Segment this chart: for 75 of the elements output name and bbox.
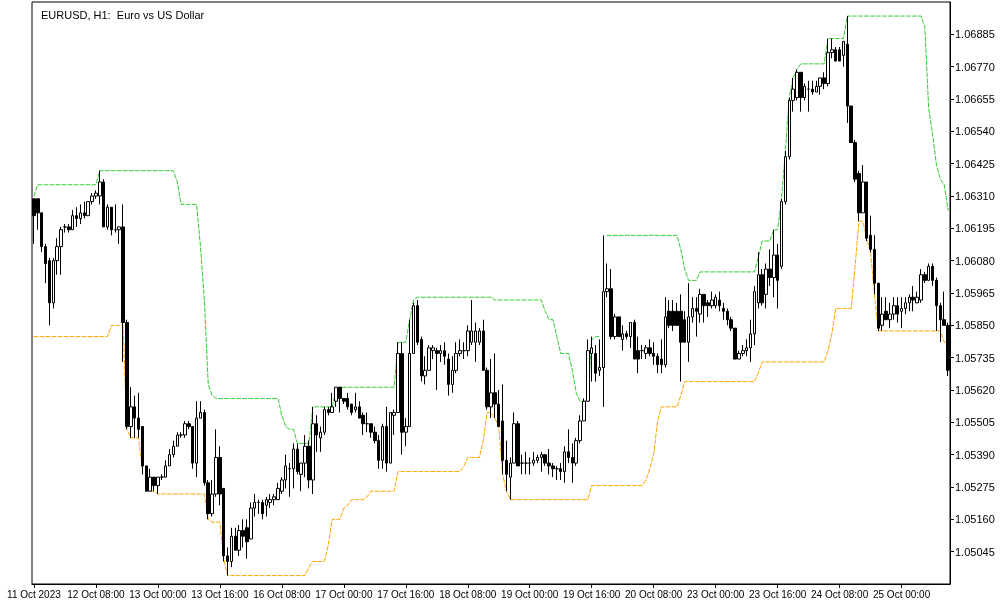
candlestick (826, 38, 830, 87)
x-tick-label: 11 Oct 2023 (7, 588, 62, 600)
candlestick (443, 341, 446, 366)
x-tick-label: 19 Oct 00:00 (501, 588, 559, 600)
y-tick-label: 1.06195 (955, 222, 995, 235)
y-tick-label: 1.05850 (955, 319, 995, 332)
candlestick (59, 226, 63, 276)
candlestick (400, 341, 404, 456)
candlestick (540, 451, 543, 473)
x-tick-label: 17 Oct 00:00 (315, 588, 373, 600)
candlestick (311, 406, 315, 495)
candlestick (447, 352, 450, 397)
candlestick (896, 296, 899, 324)
y-tick-label: 1.05965 (955, 287, 995, 299)
candlestick (346, 392, 349, 411)
candlestick (714, 293, 717, 309)
candlestick (602, 234, 605, 408)
candlestick (555, 465, 559, 481)
y-tick-label: 1.05735 (955, 351, 995, 364)
x-tick-label: 20 Oct 08:00 (625, 588, 683, 600)
x-tick-label: 18 Oct 08:00 (439, 588, 497, 600)
text: EURUSD, H1: Euro vs US Dollar (41, 8, 205, 21)
candlestick (265, 496, 268, 518)
y-tick-label: 1.05390 (955, 448, 995, 461)
candlestick (183, 420, 187, 439)
candlestick (156, 476, 160, 495)
candlestick (679, 293, 683, 383)
candlestick (722, 302, 725, 321)
y-tick-label: 1.06425 (955, 157, 995, 170)
y-tick-label: 1.05620 (955, 384, 995, 396)
candlestick (807, 80, 810, 113)
y-tick-label: 1.05045 (955, 545, 995, 558)
y-tick-label: 1.05505 (955, 416, 995, 429)
x-tick-label: 13 Oct 00:00 (129, 588, 187, 600)
candlestick (79, 203, 82, 225)
x-tick-label: 23 Oct 16:00 (749, 588, 807, 600)
y-tick-label: 1.06310 (955, 190, 995, 202)
x-tick-label: 13 Oct 16:00 (191, 588, 249, 600)
y-tick-label: 1.06655 (955, 93, 995, 105)
candlestick (110, 206, 113, 236)
candlestick (71, 209, 74, 231)
x-tick-label: 23 Oct 00:00 (687, 588, 745, 600)
candlestick (261, 499, 264, 520)
candlestick (148, 468, 152, 492)
candlestick (385, 406, 388, 473)
candlestick (435, 347, 439, 391)
candlestick (900, 296, 903, 329)
x-tick-label: 17 Oct 16:00 (377, 588, 435, 600)
candlestick (815, 80, 818, 93)
y-tick-label: 1.06540 (955, 125, 995, 138)
candlestick (338, 386, 342, 413)
x-tick-label: 19 Oct 16:00 (563, 588, 621, 600)
candlestick (664, 296, 667, 369)
candlestick (702, 293, 706, 324)
x-tick-label: 24 Oct 08:00 (810, 588, 869, 600)
y-tick-label: 1.06770 (955, 60, 995, 73)
candlestick (75, 206, 78, 228)
y-tick-label: 1.05275 (955, 481, 995, 493)
y-tick-label: 1.06080 (955, 254, 995, 267)
candlestick (547, 448, 551, 475)
candlestick (524, 451, 528, 475)
candlestick (671, 299, 675, 332)
candlestick (799, 71, 803, 113)
y-tick-label: 1.05160 (955, 513, 995, 526)
candlestick (195, 400, 198, 478)
x-tick-label: 25 Oct 00:00 (872, 588, 931, 600)
y-tick-label: 1.06885 (955, 28, 995, 41)
candlestick (687, 282, 690, 363)
candlestick (718, 291, 721, 312)
candlestick (911, 285, 915, 312)
candlestick (919, 268, 923, 304)
candlestick (528, 456, 531, 475)
x-tick-label: 16 Oct 08:00 (253, 588, 311, 600)
candlestick (257, 499, 260, 515)
x-tick-label: 12 Oct 08:00 (67, 588, 125, 600)
